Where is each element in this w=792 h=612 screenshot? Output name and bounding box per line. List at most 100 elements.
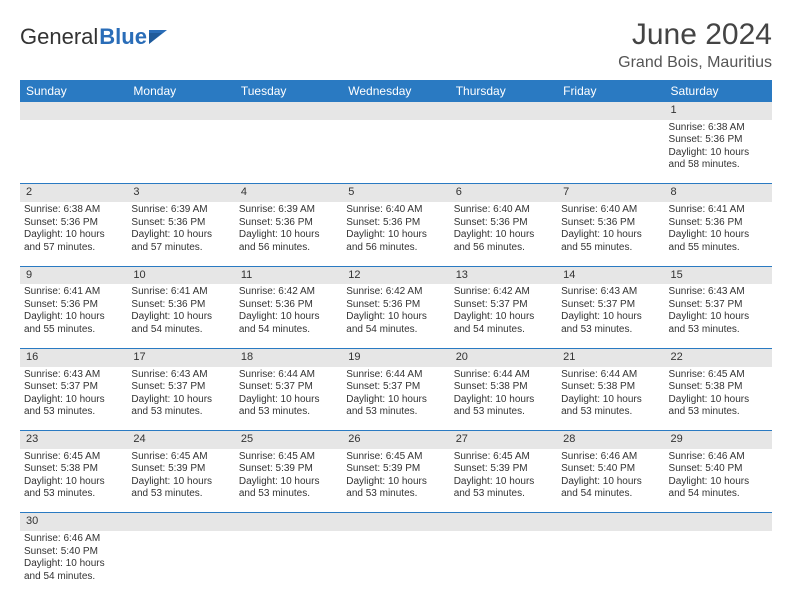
daylight-line: Daylight: 10 hours and 55 minutes.	[561, 229, 660, 254]
month-title: June 2024	[618, 18, 772, 52]
day-number: 27	[450, 431, 557, 449]
sunrise-line: Sunrise: 6:43 AM	[24, 369, 123, 382]
day-number: 5	[342, 184, 449, 202]
day-header: Friday	[557, 80, 664, 102]
daylight-line: Daylight: 10 hours and 53 minutes.	[561, 311, 660, 336]
sunrise-line: Sunrise: 6:38 AM	[669, 122, 768, 135]
day-number: 3	[127, 184, 234, 202]
daylight-line: Daylight: 10 hours and 56 minutes.	[346, 229, 445, 254]
day-cell: Sunrise: 6:46 AMSunset: 5:40 PMDaylight:…	[665, 449, 772, 513]
sunset-line: Sunset: 5:36 PM	[561, 217, 660, 230]
day-number: 15	[665, 266, 772, 284]
day-cell	[342, 531, 449, 595]
daynum-row: 23242526272829	[20, 431, 772, 449]
day-cell: Sunrise: 6:41 AMSunset: 5:36 PMDaylight:…	[20, 284, 127, 348]
day-number	[557, 102, 664, 120]
sunrise-line: Sunrise: 6:41 AM	[669, 204, 768, 217]
daylight-line: Daylight: 10 hours and 53 minutes.	[669, 394, 768, 419]
day-number	[235, 102, 342, 120]
day-number	[665, 513, 772, 531]
day-cell: Sunrise: 6:44 AMSunset: 5:37 PMDaylight:…	[235, 367, 342, 431]
day-number: 25	[235, 431, 342, 449]
sunset-line: Sunset: 5:36 PM	[239, 299, 338, 312]
day-cell: Sunrise: 6:46 AMSunset: 5:40 PMDaylight:…	[20, 531, 127, 595]
day-cell: Sunrise: 6:45 AMSunset: 5:38 PMDaylight:…	[665, 367, 772, 431]
sunrise-line: Sunrise: 6:43 AM	[669, 286, 768, 299]
day-number: 20	[450, 348, 557, 366]
daylight-line: Daylight: 10 hours and 55 minutes.	[669, 229, 768, 254]
sunset-line: Sunset: 5:37 PM	[239, 381, 338, 394]
sunset-line: Sunset: 5:36 PM	[24, 299, 123, 312]
day-number: 12	[342, 266, 449, 284]
day-cell: Sunrise: 6:42 AMSunset: 5:36 PMDaylight:…	[342, 284, 449, 348]
sunrise-line: Sunrise: 6:42 AM	[346, 286, 445, 299]
daylight-line: Daylight: 10 hours and 56 minutes.	[239, 229, 338, 254]
sunrise-line: Sunrise: 6:39 AM	[131, 204, 230, 217]
sunset-line: Sunset: 5:38 PM	[24, 463, 123, 476]
day-cell	[665, 531, 772, 595]
sunrise-line: Sunrise: 6:44 AM	[239, 369, 338, 382]
day-number: 6	[450, 184, 557, 202]
sunrise-line: Sunrise: 6:41 AM	[131, 286, 230, 299]
day-header: Thursday	[450, 80, 557, 102]
day-cell	[557, 531, 664, 595]
daylight-line: Daylight: 10 hours and 53 minutes.	[454, 394, 553, 419]
sunset-line: Sunset: 5:36 PM	[24, 217, 123, 230]
day-cell: Sunrise: 6:38 AMSunset: 5:36 PMDaylight:…	[665, 120, 772, 184]
day-number: 7	[557, 184, 664, 202]
day-cell: Sunrise: 6:43 AMSunset: 5:37 PMDaylight:…	[20, 367, 127, 431]
day-number: 26	[342, 431, 449, 449]
day-number	[235, 513, 342, 531]
day-number: 30	[20, 513, 127, 531]
daylight-line: Daylight: 10 hours and 54 minutes.	[669, 476, 768, 501]
daylight-line: Daylight: 10 hours and 53 minutes.	[239, 476, 338, 501]
sunrise-line: Sunrise: 6:45 AM	[669, 369, 768, 382]
sunrise-line: Sunrise: 6:40 AM	[561, 204, 660, 217]
sunset-line: Sunset: 5:37 PM	[561, 299, 660, 312]
day-header: Sunday	[20, 80, 127, 102]
sunset-line: Sunset: 5:39 PM	[346, 463, 445, 476]
sunrise-line: Sunrise: 6:45 AM	[131, 451, 230, 464]
day-number	[127, 513, 234, 531]
sunrise-line: Sunrise: 6:46 AM	[669, 451, 768, 464]
calendar-page: GeneralBlue June 2024 Grand Bois, Maurit…	[0, 0, 792, 595]
title-block: June 2024 Grand Bois, Mauritius	[618, 18, 772, 72]
day-cell: Sunrise: 6:45 AMSunset: 5:39 PMDaylight:…	[342, 449, 449, 513]
day-number: 22	[665, 348, 772, 366]
day-number: 9	[20, 266, 127, 284]
daylight-line: Daylight: 10 hours and 53 minutes.	[131, 476, 230, 501]
daylight-line: Daylight: 10 hours and 55 minutes.	[24, 311, 123, 336]
day-cell: Sunrise: 6:39 AMSunset: 5:36 PMDaylight:…	[235, 202, 342, 266]
day-cell	[235, 531, 342, 595]
day-number: 16	[20, 348, 127, 366]
day-number: 17	[127, 348, 234, 366]
daylight-line: Daylight: 10 hours and 53 minutes.	[346, 476, 445, 501]
day-cell	[450, 531, 557, 595]
day-number: 24	[127, 431, 234, 449]
day-cell: Sunrise: 6:44 AMSunset: 5:38 PMDaylight:…	[557, 367, 664, 431]
sunset-line: Sunset: 5:37 PM	[346, 381, 445, 394]
daylight-line: Daylight: 10 hours and 53 minutes.	[669, 311, 768, 336]
day-cell: Sunrise: 6:46 AMSunset: 5:40 PMDaylight:…	[557, 449, 664, 513]
day-number: 4	[235, 184, 342, 202]
day-cell: Sunrise: 6:39 AMSunset: 5:36 PMDaylight:…	[127, 202, 234, 266]
sunset-line: Sunset: 5:36 PM	[669, 134, 768, 147]
sunset-line: Sunset: 5:38 PM	[454, 381, 553, 394]
day-cell: Sunrise: 6:38 AMSunset: 5:36 PMDaylight:…	[20, 202, 127, 266]
daylight-line: Daylight: 10 hours and 54 minutes.	[131, 311, 230, 336]
daynum-row: 2345678	[20, 184, 772, 202]
daynum-row: 30	[20, 513, 772, 531]
day-cell: Sunrise: 6:45 AMSunset: 5:39 PMDaylight:…	[127, 449, 234, 513]
daylight-line: Daylight: 10 hours and 54 minutes.	[561, 476, 660, 501]
daylight-line: Daylight: 10 hours and 53 minutes.	[239, 394, 338, 419]
week-row: Sunrise: 6:38 AMSunset: 5:36 PMDaylight:…	[20, 120, 772, 184]
day-number: 23	[20, 431, 127, 449]
daylight-line: Daylight: 10 hours and 58 minutes.	[669, 147, 768, 172]
flag-icon	[149, 24, 169, 38]
day-number: 19	[342, 348, 449, 366]
day-number: 1	[665, 102, 772, 120]
day-cell: Sunrise: 6:41 AMSunset: 5:36 PMDaylight:…	[127, 284, 234, 348]
sunrise-line: Sunrise: 6:44 AM	[454, 369, 553, 382]
week-row: Sunrise: 6:41 AMSunset: 5:36 PMDaylight:…	[20, 284, 772, 348]
daylight-line: Daylight: 10 hours and 53 minutes.	[454, 476, 553, 501]
